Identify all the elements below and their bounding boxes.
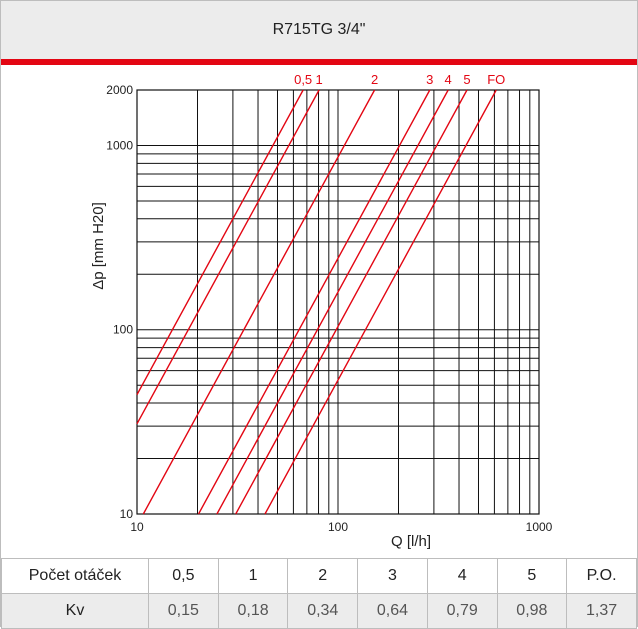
plot-frame — [136, 89, 540, 515]
turns-cell: 2 — [287, 558, 359, 594]
y-tick-label: 1000 — [106, 138, 133, 152]
turns-cell: 5 — [496, 558, 568, 594]
kv-row-label: Kv — [1, 593, 149, 629]
curve-5 — [235, 89, 468, 515]
turns-row: Počet otáček 0,5 1 2 3 4 5 P.O. — [1, 558, 637, 594]
pressure-drop-chart: 0,5 1 2 3 4 5 FO 10 100 1000 10 100 1000 2000 Q [l/h] Δ… — [90, 72, 553, 550]
curve-2 — [142, 89, 376, 515]
curve-label: 0,5 — [294, 72, 312, 87]
x-axis-label: Q [l/h] — [391, 533, 431, 550]
y-tick-label: 2000 — [106, 83, 133, 97]
curve-label: 4 — [445, 72, 452, 87]
y-tick-label: 10 — [120, 507, 134, 521]
kv-cell: 0,64 — [357, 593, 428, 629]
turns-row-label: Počet otáček — [1, 558, 149, 594]
curve-4 — [216, 89, 449, 515]
kv-cell: 1,37 — [566, 593, 637, 629]
kv-cell: 0,34 — [287, 593, 359, 629]
curve-label: 1 — [315, 72, 322, 87]
x-tick-label: 10 — [130, 520, 144, 534]
kv-cell: 0,15 — [148, 593, 219, 629]
title-divider — [1, 59, 637, 65]
kv-table: Počet otáček 0,5 1 2 3 4 5 P.O. Kv 0,15 … — [1, 558, 637, 629]
y-axis-label: Δp [mm H20] — [90, 202, 107, 290]
turns-cell: 1 — [217, 558, 289, 594]
curve-label: 2 — [371, 72, 378, 87]
chart-labels: 0,5 1 2 3 4 5 FO 10 100 1000 10 100 1000 2000 Q [l/h] Δ… — [90, 72, 553, 550]
plot-border — [136, 89, 540, 515]
kv-cell: 0,98 — [496, 593, 568, 629]
kv-cell: 0,18 — [217, 593, 289, 629]
turns-cell: P.O. — [566, 558, 637, 594]
curve-label: 3 — [426, 72, 433, 87]
chart-title-bar: R715TG 3/4" — [1, 1, 637, 59]
turns-cell: 4 — [426, 558, 498, 594]
turns-cell: 3 — [357, 558, 428, 594]
x-tick-label: 100 — [328, 520, 348, 534]
curve-0,5 — [136, 89, 304, 395]
kv-cell: 0,79 — [426, 593, 498, 629]
chart-curves — [136, 89, 497, 515]
curve-FO — [264, 89, 497, 515]
chart-grid — [136, 89, 540, 515]
curve-3 — [197, 89, 431, 515]
turns-cell: 0,5 — [148, 558, 219, 594]
curve-label: FO — [487, 72, 505, 87]
kv-row: Kv 0,15 0,18 0,34 0,64 0,79 0,98 1,37 — [1, 593, 637, 629]
chart-title: R715TG 3/4" — [272, 21, 366, 38]
curve-1 — [136, 89, 320, 425]
x-tick-label: 1000 — [526, 520, 553, 534]
curve-label: 5 — [463, 72, 470, 87]
y-tick-label: 100 — [113, 323, 133, 337]
